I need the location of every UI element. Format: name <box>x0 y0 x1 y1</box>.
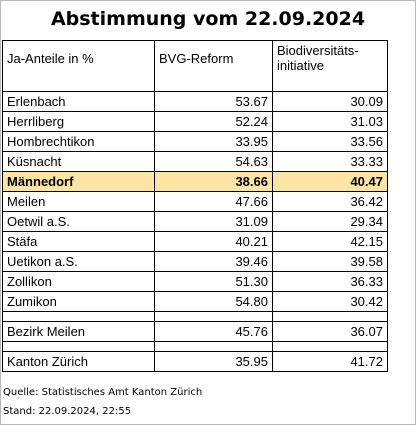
summary-row: Bezirk Meilen 45.76 36.07 <box>2 321 388 342</box>
municipality-cell: Hombrechtikon <box>2 131 155 152</box>
bvg-value: 40.21 <box>154 231 273 252</box>
summary-label: Kanton Zürich <box>2 351 155 372</box>
bvg-value: 54.63 <box>154 151 273 172</box>
table-header-row: Ja-Anteile in % BVG-Reform Biodiversität… <box>2 40 388 92</box>
header-bvg-reform: BVG-Reform <box>154 40 273 92</box>
spacer-row <box>2 311 388 322</box>
bvg-value: 53.67 <box>154 91 273 112</box>
biodiversity-value: 42.15 <box>272 231 388 252</box>
biodiversity-value: 36.33 <box>272 271 388 292</box>
bvg-value: 33.95 <box>154 131 273 152</box>
biodiversity-value: 41.72 <box>272 351 388 372</box>
municipality-cell: Uetikon a.S. <box>2 251 155 272</box>
table-row: Oetwil a.S. 31.09 29.34 <box>2 211 388 232</box>
table-row-highlighted: Männedorf 38.66 40.47 <box>2 171 388 192</box>
bvg-value: 51.30 <box>154 271 273 292</box>
table-row: Küsnacht 54.63 33.33 <box>2 151 388 172</box>
municipality-cell: Zumikon <box>2 291 155 312</box>
bvg-value: 35.95 <box>154 351 273 372</box>
header-biodiversity: Biodiversitäts- initiative <box>272 40 388 92</box>
table-row: Uetikon a.S. 39.46 39.58 <box>2 251 388 272</box>
municipality-cell: Zollikon <box>2 271 155 292</box>
table-row: Zollikon 51.30 36.33 <box>2 271 388 292</box>
biodiversity-value: 36.42 <box>272 191 388 212</box>
bvg-value: 31.09 <box>154 211 273 232</box>
bvg-value: 47.66 <box>154 191 273 212</box>
biodiversity-value: 30.09 <box>272 91 388 112</box>
biodiversity-value: 33.33 <box>272 151 388 172</box>
municipality-cell: Meilen <box>2 191 155 212</box>
header-municipality: Ja-Anteile in % <box>2 40 155 92</box>
table-row: Zumikon 54.80 30.42 <box>2 291 388 312</box>
timestamp-note: Stand: 22.09.2024, 22:55 <box>3 406 132 417</box>
municipality-cell: Herrliberg <box>2 111 155 132</box>
municipality-cell: Oetwil a.S. <box>2 211 155 232</box>
header-biodiversity-line1: Biodiversitäts- <box>277 43 359 58</box>
bvg-value: 39.46 <box>154 251 273 272</box>
biodiversity-value: 39.58 <box>272 251 388 272</box>
municipality-cell: Erlenbach <box>2 91 155 112</box>
biodiversity-value: 31.03 <box>272 111 388 132</box>
table-row: Meilen 47.66 36.42 <box>2 191 388 212</box>
biodiversity-value: 33.56 <box>272 131 388 152</box>
biodiversity-value: 40.47 <box>272 171 388 192</box>
results-table: Ja-Anteile in % BVG-Reform Biodiversität… <box>2 40 388 372</box>
page-title: Abstimmung vom 22.09.2024 <box>50 8 366 30</box>
bvg-value: 54.80 <box>154 291 273 312</box>
bvg-value: 52.24 <box>154 111 273 132</box>
spacer-row <box>2 341 388 352</box>
source-note: Quelle: Statistisches Amt Kanton Zürich <box>3 387 203 398</box>
biodiversity-value: 29.34 <box>272 211 388 232</box>
table-row: Hombrechtikon 33.95 33.56 <box>2 131 388 152</box>
table-row: Erlenbach 53.67 30.09 <box>2 91 388 112</box>
biodiversity-value: 36.07 <box>272 321 388 342</box>
municipality-cell: Stäfa <box>2 231 155 252</box>
municipality-cell: Küsnacht <box>2 151 155 172</box>
table-row: Stäfa 40.21 42.15 <box>2 231 388 252</box>
bvg-value: 38.66 <box>154 171 273 192</box>
biodiversity-value: 30.42 <box>272 291 388 312</box>
summary-row: Kanton Zürich 35.95 41.72 <box>2 351 388 372</box>
table-row: Herrliberg 52.24 31.03 <box>2 111 388 132</box>
municipality-cell: Männedorf <box>2 171 155 192</box>
summary-label: Bezirk Meilen <box>2 321 155 342</box>
header-biodiversity-line2: initiative <box>277 58 324 73</box>
bvg-value: 45.76 <box>154 321 273 342</box>
